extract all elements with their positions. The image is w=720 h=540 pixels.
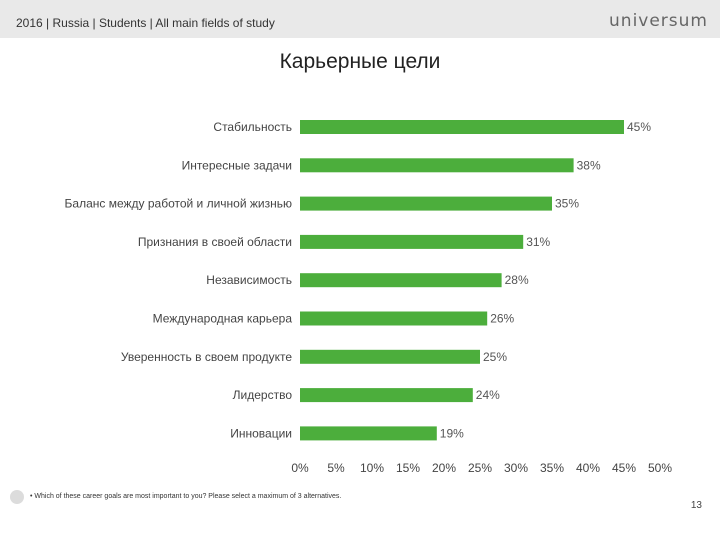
header-text: 2016 | Russia | Students | All main fiel…: [16, 16, 275, 30]
bar: [300, 120, 624, 134]
x-tick-label: 25%: [468, 461, 492, 475]
data-label: 28%: [505, 273, 529, 287]
category-label: Признания в своей области: [138, 235, 292, 249]
bar: [300, 158, 574, 173]
x-tick-label: 10%: [360, 461, 384, 475]
x-tick-label: 5%: [327, 461, 345, 475]
footer-note: • Which of these career goals are most i…: [30, 493, 342, 500]
x-tick-label: 15%: [396, 461, 420, 475]
bar: [300, 349, 480, 364]
bar: [300, 388, 473, 403]
universum-logo: universum: [609, 11, 708, 31]
chart-title: Карьерные цели: [279, 50, 441, 73]
category-label: Уверенность в своем продукте: [121, 350, 292, 364]
data-label: 45%: [627, 120, 651, 134]
category-label: Стабильность: [213, 120, 292, 134]
data-label: 19%: [440, 426, 464, 440]
x-tick-label: 50%: [648, 461, 672, 475]
bar: [300, 196, 552, 211]
category-label: Инновации: [230, 426, 292, 440]
data-label: 31%: [526, 235, 550, 249]
header-bar: 2016 | Russia | Students | All main fiel…: [0, 0, 720, 38]
x-tick-label: 20%: [432, 461, 456, 475]
bar: [300, 234, 524, 249]
bar: [300, 273, 502, 288]
x-tick-label: 40%: [576, 461, 600, 475]
bar: [300, 311, 488, 326]
x-tick-label: 35%: [540, 461, 564, 475]
data-label: 25%: [483, 350, 507, 364]
x-tick-label: 0%: [291, 461, 309, 475]
data-label: 24%: [476, 388, 500, 402]
bar: [300, 426, 437, 441]
category-label: Независимость: [206, 273, 292, 287]
x-tick-label: 30%: [504, 461, 528, 475]
footer-dot: [10, 490, 24, 504]
category-label: Лидерство: [233, 388, 293, 402]
category-label: Международная карьера: [153, 312, 293, 326]
data-label: 38%: [577, 158, 601, 172]
page-number: 13: [690, 500, 702, 511]
x-tick-label: 45%: [612, 461, 636, 475]
data-label: 35%: [555, 197, 579, 211]
category-label: Интересные задачи: [182, 158, 292, 172]
category-label: Баланс между работой и личной жизнью: [65, 197, 292, 211]
data-label: 26%: [490, 312, 514, 326]
